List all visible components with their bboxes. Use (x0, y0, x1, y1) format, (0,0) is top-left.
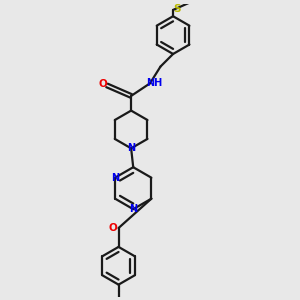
Text: N: N (127, 143, 135, 153)
Text: NH: NH (146, 78, 163, 88)
Text: N: N (111, 173, 119, 183)
Text: S: S (173, 4, 181, 14)
Text: N: N (129, 204, 137, 214)
Text: O: O (109, 223, 118, 233)
Text: O: O (99, 80, 108, 89)
